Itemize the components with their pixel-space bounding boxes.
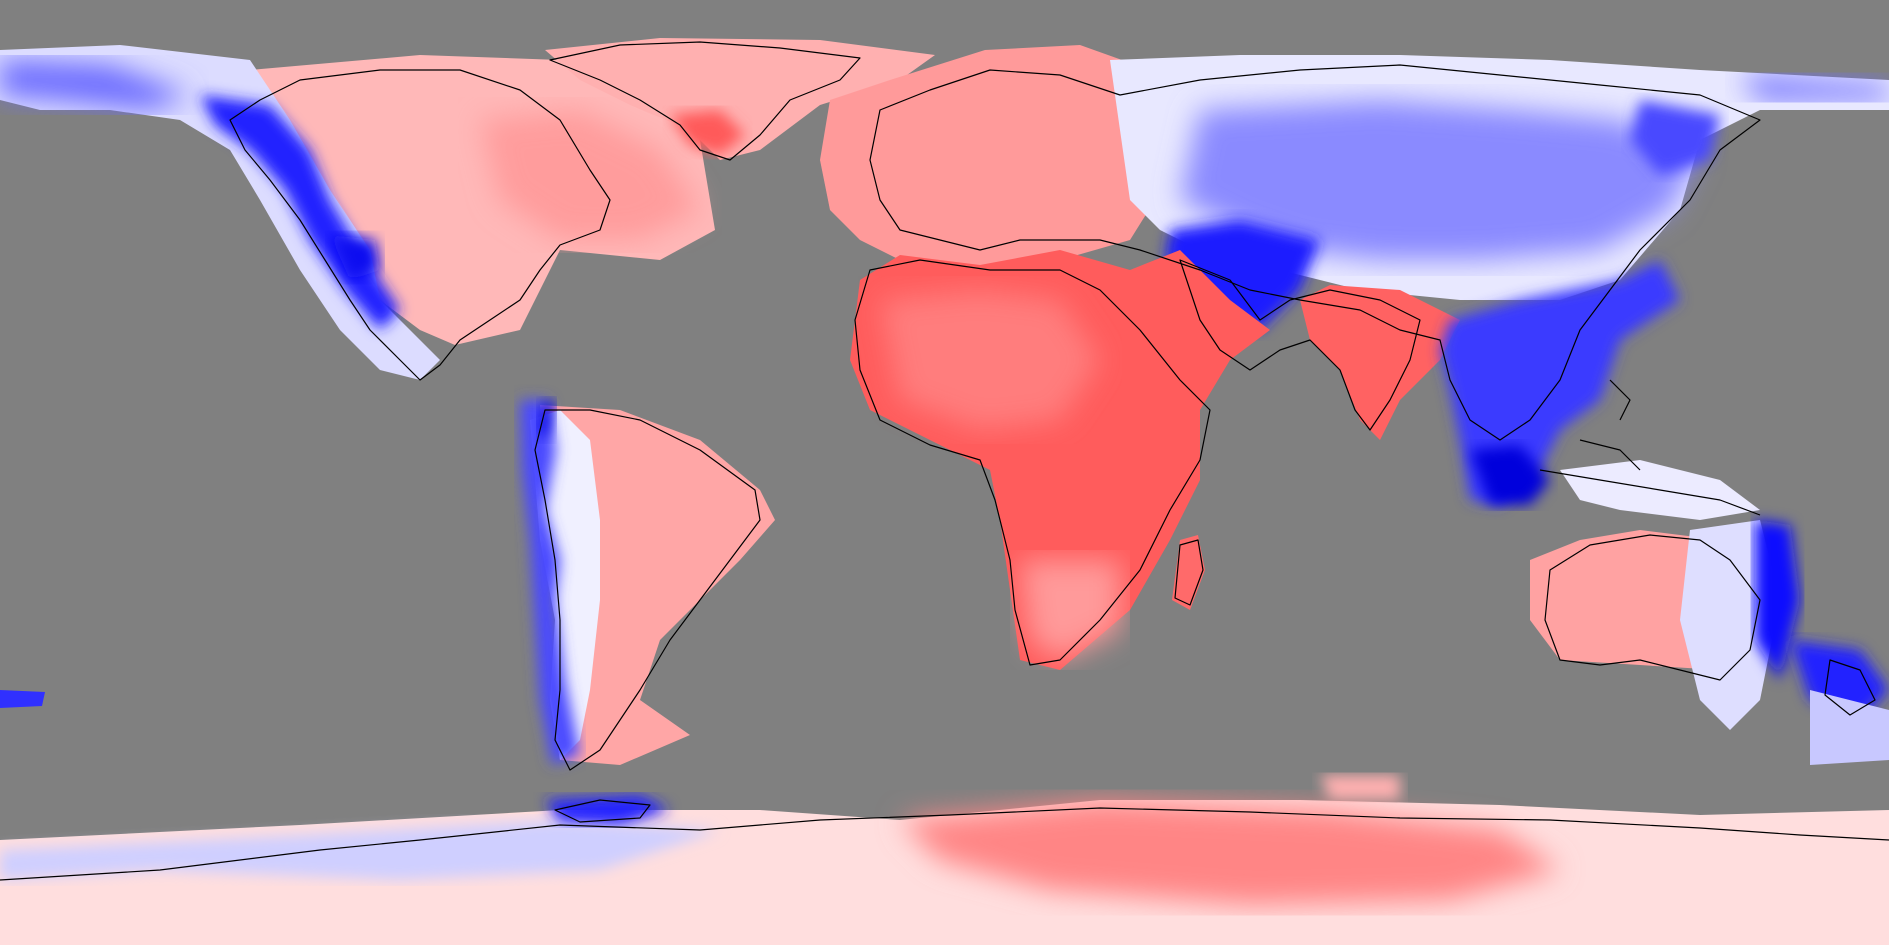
region-india [1300,285,1460,440]
region-antarctica [0,775,1889,945]
coast-new-zealand [1824,659,1876,716]
coast-africa [854,259,1211,666]
region-south-america [520,400,775,765]
region-africa [850,250,1270,670]
coast-europe-asia [869,64,1761,441]
region-north-america [0,45,715,380]
coast-antarctic-peninsula [554,799,651,823]
region-greenland [545,38,935,160]
coast-greenland [549,41,861,161]
coast-maritime-se-asia [1539,379,1761,516]
coastlines [0,41,1889,881]
coast-antarctica [0,807,1889,881]
coast-madagascar [1174,539,1204,606]
coast-north-america [229,69,611,381]
coast-south-america [534,409,761,771]
coast-australia [1544,534,1761,681]
coast-arabia-india [1179,259,1421,431]
region-australia [0,520,1889,765]
